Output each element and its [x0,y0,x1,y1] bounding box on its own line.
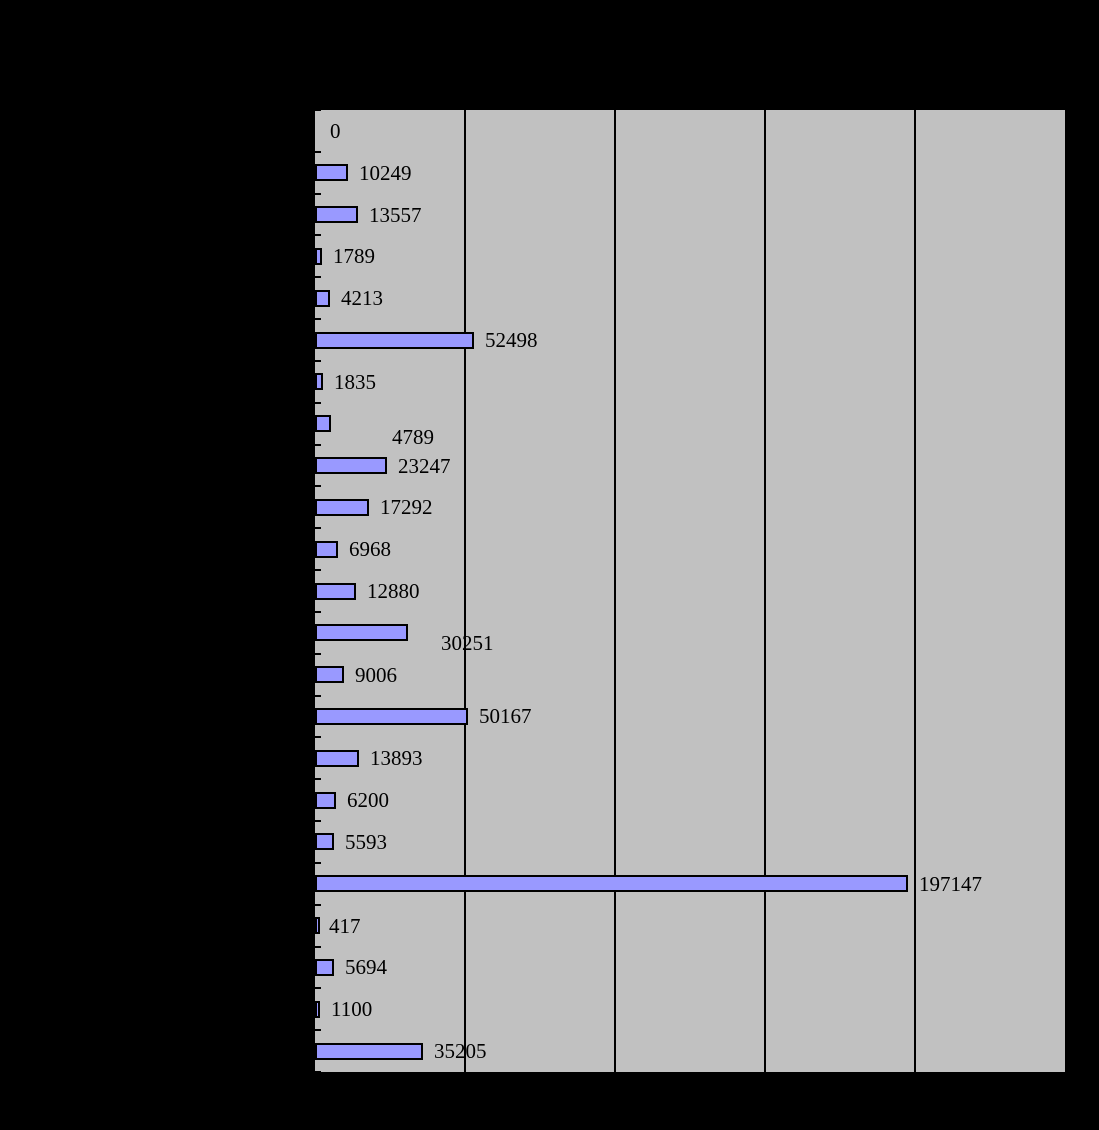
axis-tick [312,987,321,989]
bar [315,583,356,600]
axis-tick [312,318,321,320]
bar [315,1043,423,1060]
axis-tick [312,485,321,487]
plot-area: 0 10249 13557 1789 4213 52498 1835 4789 23247 172… [312,108,1067,1074]
axis-tick [312,402,321,404]
axis-tick [312,193,321,195]
bar [315,959,335,976]
bar-label: 9006 [355,663,397,687]
bar-label: 52498 [485,328,538,352]
bar [315,290,330,307]
gridline [914,110,916,1072]
bar [315,206,358,223]
axis-tick [312,653,321,655]
axis-tick [312,1029,321,1031]
bar-label: 417 [329,914,361,938]
axis-tick [312,904,321,906]
axis-tick [312,695,321,697]
bar [315,792,336,809]
bar [315,415,332,432]
axis-tick [312,444,321,446]
bar [315,624,408,641]
bar [315,541,338,558]
axis-tick [312,736,321,738]
bar [315,499,369,516]
axis-tick [312,360,321,362]
bar [315,917,320,934]
bar-label: 17292 [380,495,433,519]
axis-tick [312,527,321,529]
gridline [614,110,616,1072]
bar-label: 4213 [341,286,383,310]
bar-label: 1100 [331,997,373,1021]
axis-tick [312,234,321,236]
bar-label: 50167 [479,704,532,728]
bar [315,332,475,349]
gridline [764,110,766,1072]
bar-label: 35205 [434,1039,487,1063]
bar-label: 10249 [359,161,412,185]
bar-label: 1789 [333,244,375,268]
bar-label: 1835 [334,370,376,394]
axis-tick [312,946,321,948]
bar-label: 13557 [369,203,422,227]
bar [315,373,323,390]
bar-label: 0 [330,119,341,143]
axis-tick [312,778,321,780]
bar [315,875,909,892]
bar [315,248,323,265]
axis-tick [312,611,321,613]
bar [315,708,468,725]
axis-tick [312,569,321,571]
bar [315,457,387,474]
bar [315,833,334,850]
bar [315,1001,321,1018]
axis-tick [312,820,321,822]
axis-tick [312,109,321,111]
bar-label: 6968 [349,537,391,561]
bar-label: 197147 [919,872,982,896]
bar-label: 6200 [347,788,389,812]
bar [315,164,348,181]
axis-tick [312,151,321,153]
bar-label: 5593 [345,830,387,854]
gridline [464,110,466,1072]
axis-tick [312,862,321,864]
bar-label: 5694 [345,955,387,979]
bar-label: 30251 [441,631,494,655]
bar-label: 4789 [392,425,434,449]
bar [315,750,359,767]
bar-label: 23247 [398,454,451,478]
bar-label: 13893 [370,746,423,770]
bar [315,666,345,683]
axis-tick [312,276,321,278]
bar-label: 12880 [367,579,420,603]
axis-tick [312,1071,321,1073]
